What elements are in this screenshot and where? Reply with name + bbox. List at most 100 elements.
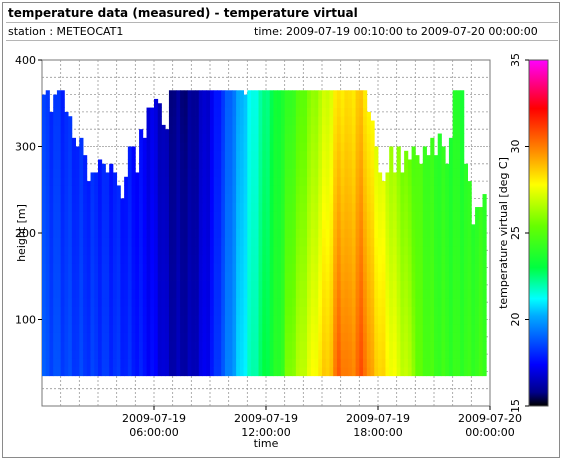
heatmap-cell (146, 107, 151, 117)
heatmap-cell (83, 176, 88, 186)
heatmap-cell (381, 323, 386, 333)
heatmap-cell (303, 220, 308, 230)
heatmap-cell (191, 90, 196, 100)
heatmap-cell (75, 146, 80, 152)
heatmap-cell (280, 367, 286, 377)
heatmap-cell (307, 341, 312, 351)
heatmap-cell (232, 306, 237, 316)
heatmap-cell (434, 194, 439, 204)
heatmap-cell (452, 280, 457, 290)
heatmap-cell (336, 332, 342, 342)
heatmap-cell (146, 289, 151, 299)
heatmap-cell (389, 185, 394, 195)
heatmap-cell (247, 150, 252, 160)
heatmap-cell (299, 124, 304, 134)
heatmap-cell (213, 306, 218, 316)
heatmap-cell (217, 90, 222, 100)
heatmap-cell (247, 323, 252, 333)
heatmap-cell (273, 90, 278, 100)
heatmap-cell (101, 263, 106, 273)
heatmap-cell (340, 341, 345, 351)
heatmap-cell (370, 271, 375, 281)
heatmap-cell (83, 306, 88, 316)
heatmap-cell (243, 306, 248, 316)
heatmap-cell (404, 306, 409, 316)
heatmap-cell (112, 367, 118, 377)
heatmap-cell (415, 289, 420, 299)
heatmap-cell (344, 228, 349, 238)
heatmap-cell (45, 263, 50, 273)
heatmap-cell (366, 150, 371, 160)
heatmap-cell (83, 297, 88, 307)
heatmap-cell (258, 159, 263, 169)
heatmap-cell (60, 150, 65, 160)
heatmap-cell (101, 254, 106, 264)
heatmap-cell (273, 211, 278, 221)
heatmap-cell (150, 211, 155, 221)
heatmap-cell (71, 202, 76, 212)
heatmap-cell (415, 271, 420, 281)
heatmap-cell (295, 297, 300, 307)
heatmap-cell (284, 90, 289, 100)
heatmap-cell (146, 280, 151, 290)
heatmap-cell (172, 98, 177, 108)
heatmap-cell (363, 263, 368, 273)
heatmap-cell (299, 263, 304, 273)
heatmap-cell (101, 358, 106, 368)
heatmap-cell (142, 323, 147, 333)
heatmap-cell (363, 358, 368, 368)
heatmap-cell (206, 289, 211, 299)
heatmap-cell (422, 349, 427, 359)
heatmap-cell (98, 323, 103, 333)
heatmap-cell (407, 323, 412, 333)
heatmap-cell (310, 245, 315, 256)
heatmap-cell (284, 254, 289, 264)
heatmap-cell (325, 202, 330, 212)
heatmap-cell (101, 163, 106, 169)
heatmap-cell (340, 142, 345, 152)
heatmap-cell (224, 323, 230, 333)
colorbar-tick-label: 20 (509, 313, 522, 327)
heatmap-cell (333, 228, 338, 238)
heatmap-cell (239, 176, 244, 186)
heatmap-cell (303, 90, 308, 100)
heatmap-cell (157, 280, 162, 290)
heatmap-cell (292, 280, 297, 290)
heatmap-cell (280, 211, 286, 221)
heatmap-cell (482, 297, 487, 307)
heatmap-cell (389, 358, 394, 368)
heatmap-cell (191, 142, 196, 152)
heatmap-cell (344, 116, 349, 126)
heatmap-cell (79, 159, 84, 169)
heatmap-cell (303, 297, 308, 307)
heatmap-cell (307, 202, 312, 212)
heatmap-cell (198, 237, 203, 247)
heatmap-cell (266, 289, 271, 299)
heatmap-cell (146, 297, 151, 307)
heatmap-cell (385, 349, 390, 359)
y-tick-label: 100 (15, 314, 36, 327)
heatmap-cell (139, 202, 144, 212)
heatmap-cell (314, 228, 319, 238)
heatmap-cell (210, 263, 215, 273)
heatmap-cell (307, 254, 312, 264)
heatmap-cell (437, 202, 442, 212)
heatmap-cell (322, 245, 327, 256)
heatmap-cell (415, 280, 420, 290)
heatmap-cell (213, 367, 218, 377)
heatmap-cell (195, 315, 200, 325)
heatmap-cell (348, 211, 353, 221)
heatmap-cell (247, 168, 252, 178)
heatmap-cell (475, 228, 480, 238)
heatmap-cell (217, 263, 222, 273)
heatmap-cell (374, 202, 379, 212)
heatmap-cell (56, 245, 62, 256)
heatmap-cell (198, 315, 203, 325)
heatmap-cell (381, 202, 386, 212)
heatmap-cell (232, 116, 237, 126)
heatmap-cell (292, 228, 297, 238)
heatmap-cell (295, 289, 300, 299)
heatmap-cell (355, 306, 360, 316)
heatmap-cell (213, 202, 218, 212)
heatmap-cell (168, 211, 174, 221)
